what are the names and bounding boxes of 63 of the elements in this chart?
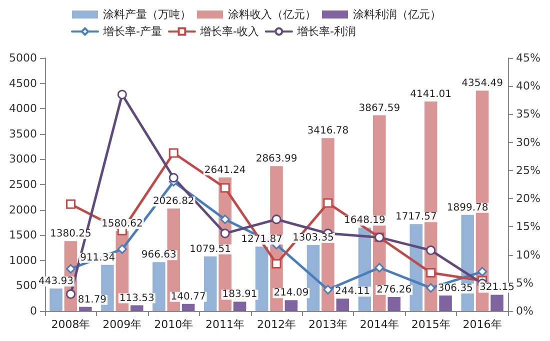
x-tick-label: 2015年 (411, 318, 450, 331)
y-tick-label: 1500 (9, 228, 37, 242)
y-tick-label: 3500 (9, 127, 37, 140)
data-label: 244.11 (335, 286, 370, 298)
legend-label: 涂料产量（万吨） (103, 8, 191, 21)
data-label: 966.63 (141, 250, 176, 261)
x-tick-label: 2012年 (257, 318, 296, 331)
y2-tick-label: 20% (516, 192, 540, 206)
data-label: 183.91 (222, 289, 258, 300)
y2-tick-label: 30% (516, 136, 540, 149)
y2-tick-label: 25% (516, 164, 540, 177)
data-label: 3867.59 (358, 102, 400, 114)
y-tick-label: 2000 (9, 203, 37, 216)
y2-tick-label: 15% (516, 220, 540, 234)
legend-label: 增长率-产量 (102, 25, 162, 38)
data-label: 113.53 (119, 292, 154, 304)
y-tick-label: 2500 (9, 178, 37, 191)
x-tick-label: 2008年 (51, 318, 90, 331)
data-label: 1648.19 (344, 215, 386, 226)
y2-tick-label: 0% (516, 304, 534, 318)
data-label: 1899.78 (446, 202, 488, 214)
y2-tick-label: 35% (516, 108, 540, 121)
y2-tick-label: 40% (516, 80, 540, 93)
x-tick-label: 2014年 (360, 318, 399, 331)
legend-label: 增长率-收入 (198, 25, 259, 38)
data-label: 2026.82 (152, 196, 194, 207)
x-tick-label: 2010年 (154, 318, 194, 331)
data-label: 321.15 (479, 282, 514, 294)
x-tick-label: 2011年 (206, 318, 245, 331)
data-label: 3416.78 (307, 126, 349, 137)
y2-tick-label: 45% (516, 52, 540, 64)
y-tick-label: 4500 (9, 76, 37, 90)
y2-tick-label: 10% (516, 248, 540, 262)
data-label: 443.93 (38, 276, 74, 288)
data-label: 1271.87 (241, 234, 282, 246)
data-label: 214.09 (274, 288, 309, 299)
data-label: 1380.25 (50, 228, 92, 240)
y-tick-label: 1000 (9, 254, 37, 267)
data-label: 81.79 (78, 294, 107, 306)
x-tick-label: 2016年 (462, 318, 502, 331)
legend-label: 增长率-利润 (296, 25, 356, 38)
y2-tick-label: 5% (516, 276, 534, 290)
data-label: 1079.51 (190, 244, 232, 255)
data-label: 1303.35 (292, 232, 334, 244)
data-label: 1580.62 (101, 218, 143, 230)
data-label: 140.77 (170, 291, 206, 302)
x-tick-label: 2009年 (102, 318, 142, 331)
y-tick-label: 500 (16, 279, 37, 292)
y-tick-label: 4000 (9, 102, 37, 116)
data-label: 306.35 (438, 283, 473, 294)
data-label: 4141.01 (410, 88, 452, 100)
y-tick-label: 5000 (9, 52, 37, 64)
y-tick-label: 3000 (9, 152, 37, 166)
data-label: 276.26 (376, 284, 412, 296)
legend-label: 涂料收入（亿元） (228, 8, 316, 21)
x-tick-label: 2013年 (308, 318, 348, 331)
legend-label: 涂料利润（亿元） (353, 8, 441, 21)
data-label: 911.34 (80, 252, 116, 264)
data-label: 2863.99 (256, 154, 298, 165)
data-label: 4354.49 (462, 78, 503, 90)
data-label: 2641.24 (204, 164, 246, 176)
y-tick-label: 0 (30, 304, 37, 318)
data-label: 1717.57 (395, 212, 437, 223)
